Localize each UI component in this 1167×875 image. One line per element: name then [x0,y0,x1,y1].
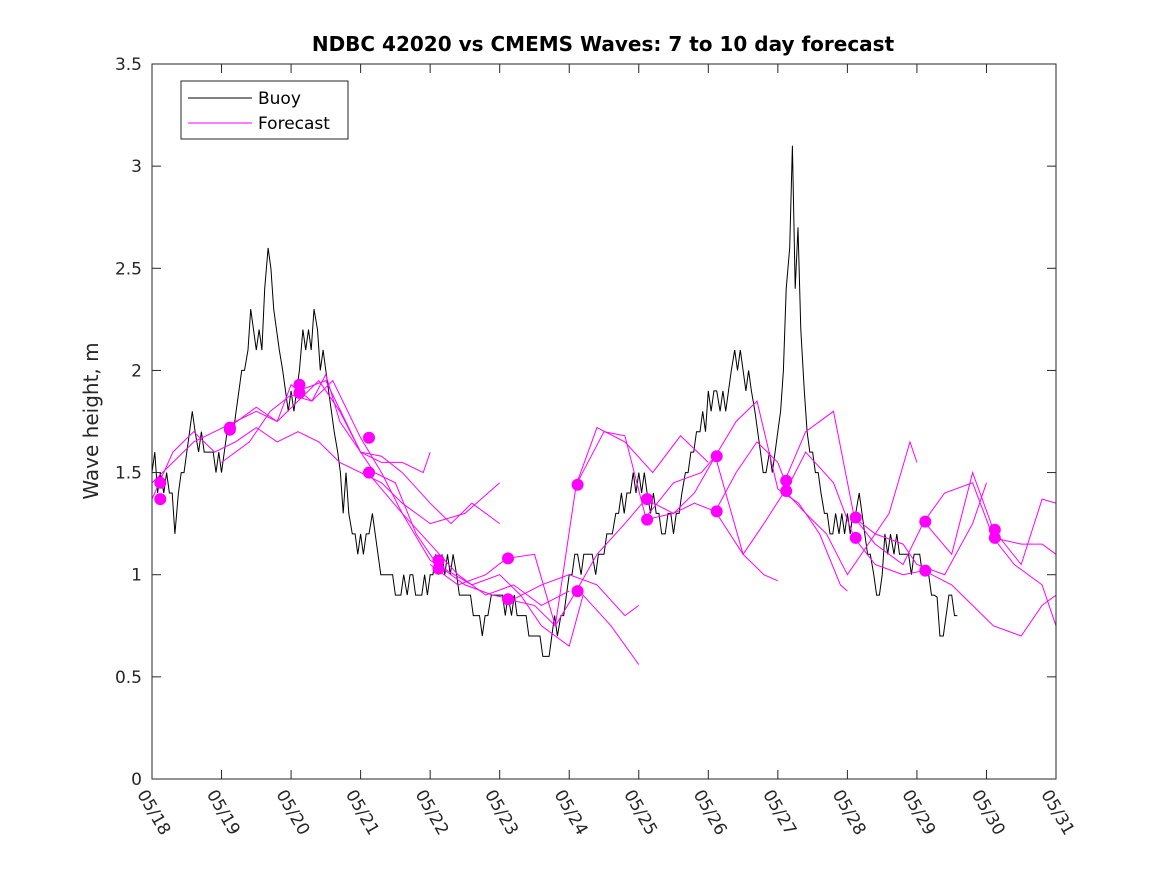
forecast-marker-18 [710,505,723,518]
forecast-marker-14 [571,585,584,598]
forecast-marker-23 [919,515,932,528]
forecast-marker-26 [988,531,1001,544]
forecast-marker-9 [432,554,445,567]
forecast-run-line-4 [221,379,570,606]
forecast-marker-7 [363,431,375,444]
forecast-run-line-6 [367,472,640,665]
forecast-run-line-5 [297,379,640,617]
y-tick-label: 0 [131,770,142,790]
forecast-run-line-15 [993,537,1056,555]
forecast-marker-20 [780,485,793,497]
y-tick-label: 3.5 [115,55,142,75]
forecast-marker-11 [502,552,514,565]
y-tick-label: 1.5 [115,464,142,484]
forecast-run-line-11 [714,410,987,576]
forecast-run-line-13 [853,482,1056,626]
legend: Buoy Forecast [180,80,349,140]
y-tick-label: 2.5 [115,259,142,279]
forecast-run-line-7 [429,426,709,626]
y-tick-label: 1 [131,566,142,586]
forecast-marker-19 [780,474,793,487]
forecast-run-line-3 [228,373,500,525]
forecast-run-line-2 [152,426,501,525]
y-tick-label: 2 [131,361,142,381]
forecast-marker-16 [641,513,654,526]
legend-box [180,80,349,140]
plot-area [152,145,1056,665]
forecast-marker-12 [502,593,514,606]
forecast-marker-6 [293,386,306,399]
forecast-marker-10 [432,562,445,575]
forecast-marker-8 [363,466,375,479]
forecast-marker-17 [710,450,723,463]
forecast-marker-5 [293,378,306,391]
forecast-run-line-9 [575,400,848,592]
legend-buoy-label: Buoy [258,89,301,109]
forecast-marker-2 [154,493,167,506]
legend-forecast-label: Forecast [258,114,330,134]
y-tick-label: 3 [131,157,142,177]
forecast-marker-13 [571,478,584,491]
axes-frame [151,63,1057,780]
forecast-run-line-10 [645,440,918,576]
forecast-marker-21 [849,511,862,524]
forecast-marker-24 [919,564,932,577]
forecast-marker-22 [849,531,862,544]
forecast-marker-1 [154,476,167,489]
forecast-marker-15 [641,493,654,506]
y-tick-label: 0.5 [115,668,142,688]
chart-title: NDBC 42020 vs CMEMS Waves: 7 to 10 day f… [312,32,895,56]
forecast-marker-4 [223,423,236,436]
y-axis-label: Wave height, m [79,342,103,499]
